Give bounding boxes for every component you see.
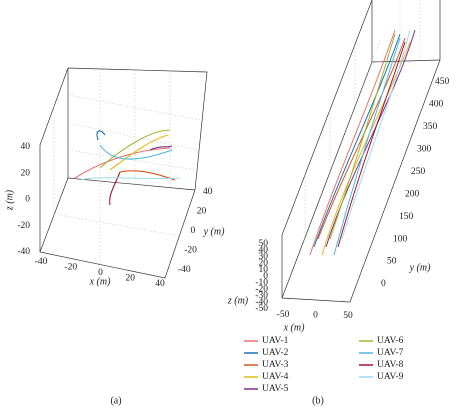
x-axis-label: x (m) bbox=[283, 322, 305, 333]
z-tick-label: 20 bbox=[21, 168, 31, 178]
y-tick-label: -20 bbox=[184, 246, 197, 256]
x-tick-label: -40 bbox=[35, 257, 48, 267]
trajectory bbox=[337, 41, 406, 248]
y-tick-label: 0 bbox=[191, 226, 196, 236]
trajectory bbox=[149, 145, 173, 151]
trajectory bbox=[313, 33, 401, 248]
legend-label: UAV-3 bbox=[262, 360, 289, 370]
y-tick-label: 250 bbox=[411, 167, 426, 177]
trajectory bbox=[325, 29, 416, 248]
panel-label: (a) bbox=[110, 395, 121, 406]
x-axis-label: x (m) bbox=[89, 276, 111, 287]
y-axis-label: y (m) bbox=[409, 262, 431, 273]
trajectory bbox=[329, 33, 396, 240]
y-tick-label: 400 bbox=[429, 100, 444, 110]
panel-a-box bbox=[39, 67, 208, 279]
y-tick-label: 0 bbox=[381, 279, 386, 289]
x-tick-label: 20 bbox=[126, 274, 136, 284]
trajectory bbox=[321, 41, 411, 256]
y-tick-label: 450 bbox=[435, 77, 450, 87]
trajectory bbox=[109, 171, 121, 206]
x-tick-label: 40 bbox=[155, 279, 165, 289]
panel-label: (b) bbox=[312, 395, 324, 406]
z-tick-label: -40 bbox=[255, 298, 268, 308]
y-tick-label: 300 bbox=[417, 145, 432, 155]
x-tick-label: 50 bbox=[343, 311, 353, 321]
trajectory bbox=[309, 29, 396, 256]
trajectory bbox=[99, 144, 173, 160]
y-axis-label: y (m) bbox=[203, 226, 225, 237]
trajectory bbox=[99, 129, 171, 169]
y-tick-label: 350 bbox=[423, 122, 438, 132]
legend-label: UAV-8 bbox=[377, 360, 404, 370]
trajectory bbox=[109, 134, 169, 171]
y-tick-label: 200 bbox=[405, 189, 420, 199]
y-tick-label: 20 bbox=[197, 207, 207, 217]
legend-label: UAV-7 bbox=[377, 348, 404, 358]
z-tick-label: 10 bbox=[259, 265, 269, 275]
trajectory bbox=[79, 177, 181, 181]
trajectory bbox=[74, 147, 171, 179]
y-tick-label: 40 bbox=[203, 187, 213, 197]
z-tick-label: 0 bbox=[263, 272, 268, 282]
legend-label: UAV-9 bbox=[377, 372, 404, 382]
x-tick-label: 0 bbox=[313, 311, 318, 321]
z-tick-label: 0 bbox=[25, 195, 30, 205]
z-tick-label: -10 bbox=[255, 278, 268, 288]
legend-label: UAV-4 bbox=[262, 372, 289, 382]
x-tick-label: -20 bbox=[64, 263, 77, 273]
panel-b-box bbox=[281, 0, 441, 303]
z-axis-label: z (m) bbox=[227, 295, 249, 306]
trajectory bbox=[341, 29, 411, 240]
z-tick-label: 50 bbox=[259, 239, 269, 249]
z-tick-label: 40 bbox=[21, 142, 31, 152]
trajectory bbox=[333, 37, 401, 256]
legend-label: UAV-6 bbox=[377, 336, 404, 346]
x-tick-label: -50 bbox=[277, 310, 290, 320]
z-tick-label: -20 bbox=[255, 285, 268, 295]
z-tick-label: 30 bbox=[259, 252, 269, 262]
y-tick-label: 100 bbox=[393, 234, 408, 244]
z-tick-label: 20 bbox=[259, 259, 269, 269]
z-tick-label: -40 bbox=[17, 247, 30, 257]
y-tick-label: 150 bbox=[399, 212, 414, 222]
z-tick-label: -50 bbox=[255, 304, 268, 314]
legend-label: UAV-5 bbox=[262, 384, 289, 394]
x-tick-label: 0 bbox=[98, 268, 103, 278]
z-tick-label: 40 bbox=[259, 246, 269, 256]
z-tick-label: -20 bbox=[17, 221, 30, 231]
trajectory bbox=[96, 130, 106, 141]
z-axis-label: z (m) bbox=[4, 189, 15, 211]
z-tick-label: -30 bbox=[255, 291, 268, 301]
legend-label: UAV-2 bbox=[262, 348, 289, 358]
y-tick-label: 50 bbox=[387, 257, 397, 267]
trajectory bbox=[317, 37, 406, 240]
legend-label: UAV-1 bbox=[262, 336, 289, 346]
y-tick-label: -40 bbox=[178, 265, 191, 275]
